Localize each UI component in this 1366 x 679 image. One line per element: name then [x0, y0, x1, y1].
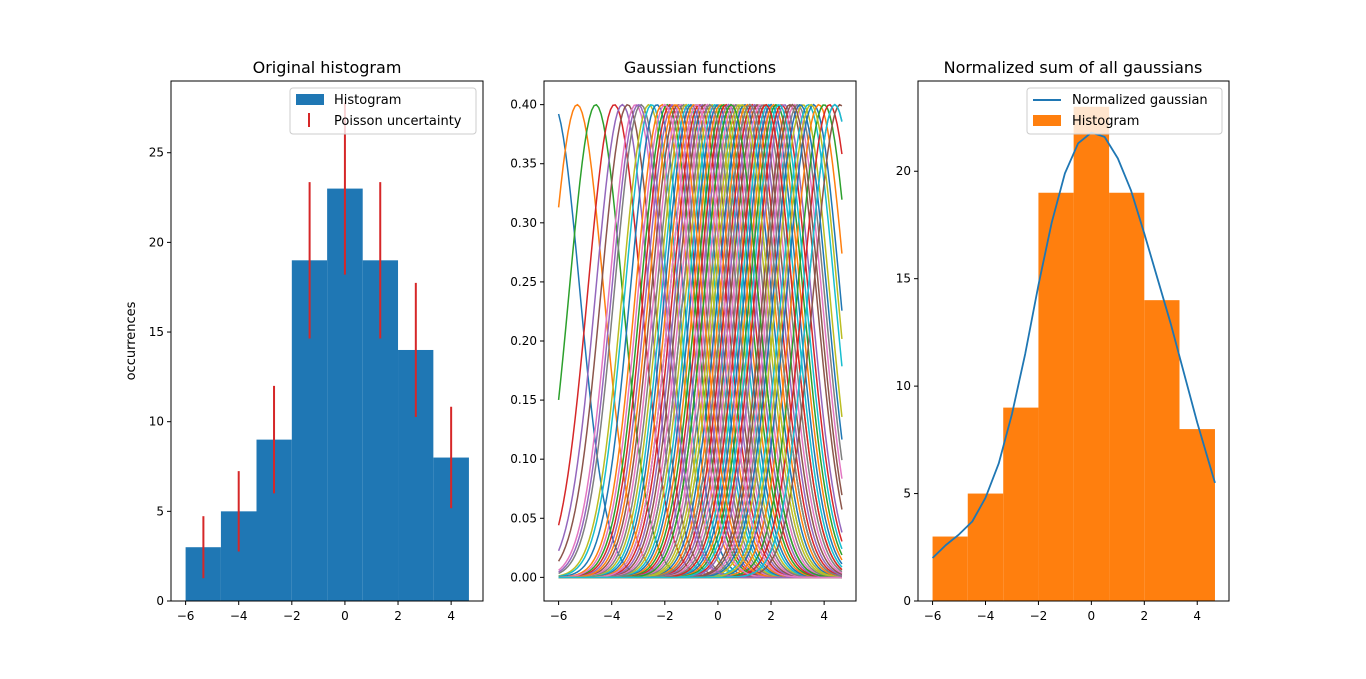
- y-tick-label: 0.25: [510, 275, 537, 289]
- x-tick-label: −4: [230, 609, 248, 623]
- y-tick-label: 25: [149, 146, 164, 160]
- x-tick-label: 2: [394, 609, 402, 623]
- histogram-bar: [1144, 300, 1180, 601]
- y-tick-label: 0.40: [510, 98, 537, 112]
- histogram-bar: [1109, 192, 1145, 602]
- normalized-gaussian-line: [931, 131, 1216, 559]
- x-tick-label: 4: [447, 609, 455, 623]
- x-tick-label: 0: [341, 609, 349, 623]
- x-tick-label: −4: [977, 609, 995, 623]
- x-tick-label: −6: [924, 609, 942, 623]
- legend-frame: [289, 87, 477, 135]
- histogram-bar: [1038, 192, 1074, 602]
- histogram-bar: [1073, 106, 1110, 601]
- x-tick-label: 2: [1140, 609, 1148, 623]
- legend-label-histogram: Histogram: [334, 93, 401, 108]
- legend-frame: [1026, 87, 1223, 135]
- original-histogram-panel: −6 −4 −2 0 2 4 0 5 10 15 20 25 Original histogram o…: [124, 58, 484, 623]
- histogram-bar: [1003, 407, 1039, 601]
- legend-label-poisson: Poisson uncertainty: [334, 114, 462, 129]
- x-tick-label: −6: [550, 609, 568, 623]
- y-tick-label: 0: [903, 594, 911, 608]
- x-tick-label: 4: [1193, 609, 1201, 623]
- y-tick-label: 0.30: [510, 216, 537, 230]
- x-tick-label: 0: [714, 609, 722, 623]
- legend-swatch-histogram: [1033, 115, 1061, 126]
- y-tick-label: 0.20: [510, 334, 537, 348]
- histogram-bar: [932, 536, 968, 601]
- x-tick-label: −6: [177, 609, 195, 623]
- x-tick-label: −2: [656, 609, 674, 623]
- normalized-sum-panel: −6 −4 −2 0 2 4 0 5 10 15 20 Normalized sum of all …: [896, 58, 1230, 623]
- x-tick-label: 2: [767, 609, 775, 623]
- y-tick-label: 5: [156, 504, 164, 518]
- y-axis-label: occurrences: [124, 301, 139, 380]
- gaussian-functions-panel: −6 −4 −2 0 2 4 0.00 0.05 0.10 0.15 0.20 0.25 0.30 0.3…: [510, 58, 857, 623]
- y-tick-label: 10: [896, 379, 911, 393]
- y-tick-label: 20: [896, 164, 911, 178]
- x-tick-label: −2: [283, 609, 301, 623]
- y-tick-label: 0.35: [510, 157, 537, 171]
- x-tick-label: −4: [603, 609, 621, 623]
- axes-frame: [170, 80, 484, 602]
- y-tick-label: 20: [149, 235, 164, 249]
- x-tick-label: 0: [1088, 609, 1096, 623]
- axes-frame: [917, 80, 1230, 602]
- chart-title: Original histogram: [253, 58, 402, 77]
- legend: Normalized gaussian Histogram: [1026, 87, 1223, 135]
- legend-label-normalized-gaussian: Normalized gaussian: [1072, 93, 1208, 108]
- y-tick-label: 15: [896, 272, 911, 286]
- x-tick-label: 4: [820, 609, 828, 623]
- y-tick-label: 0.15: [510, 393, 537, 407]
- legend-swatch-histogram: [296, 94, 324, 105]
- y-tick-label: 0: [156, 594, 164, 608]
- x-tick-label: −2: [1030, 609, 1048, 623]
- gaussian-curve: [558, 103, 843, 579]
- legend: Histogram Poisson uncertainty: [289, 87, 477, 135]
- chart-title: Gaussian functions: [624, 58, 776, 77]
- histogram-bar: [967, 493, 1004, 601]
- chart-title: Normalized sum of all gaussians: [944, 58, 1203, 77]
- legend-label-histogram: Histogram: [1072, 114, 1139, 129]
- y-tick-label: 0.00: [510, 570, 537, 584]
- y-tick-label: 5: [903, 487, 911, 501]
- y-tick-label: 0.05: [510, 511, 537, 525]
- histogram-bar: [1179, 429, 1215, 601]
- y-tick-label: 10: [149, 415, 164, 429]
- y-tick-label: 0.10: [510, 452, 537, 466]
- y-tick-label: 15: [149, 325, 164, 339]
- gaussian-curve: [558, 104, 842, 579]
